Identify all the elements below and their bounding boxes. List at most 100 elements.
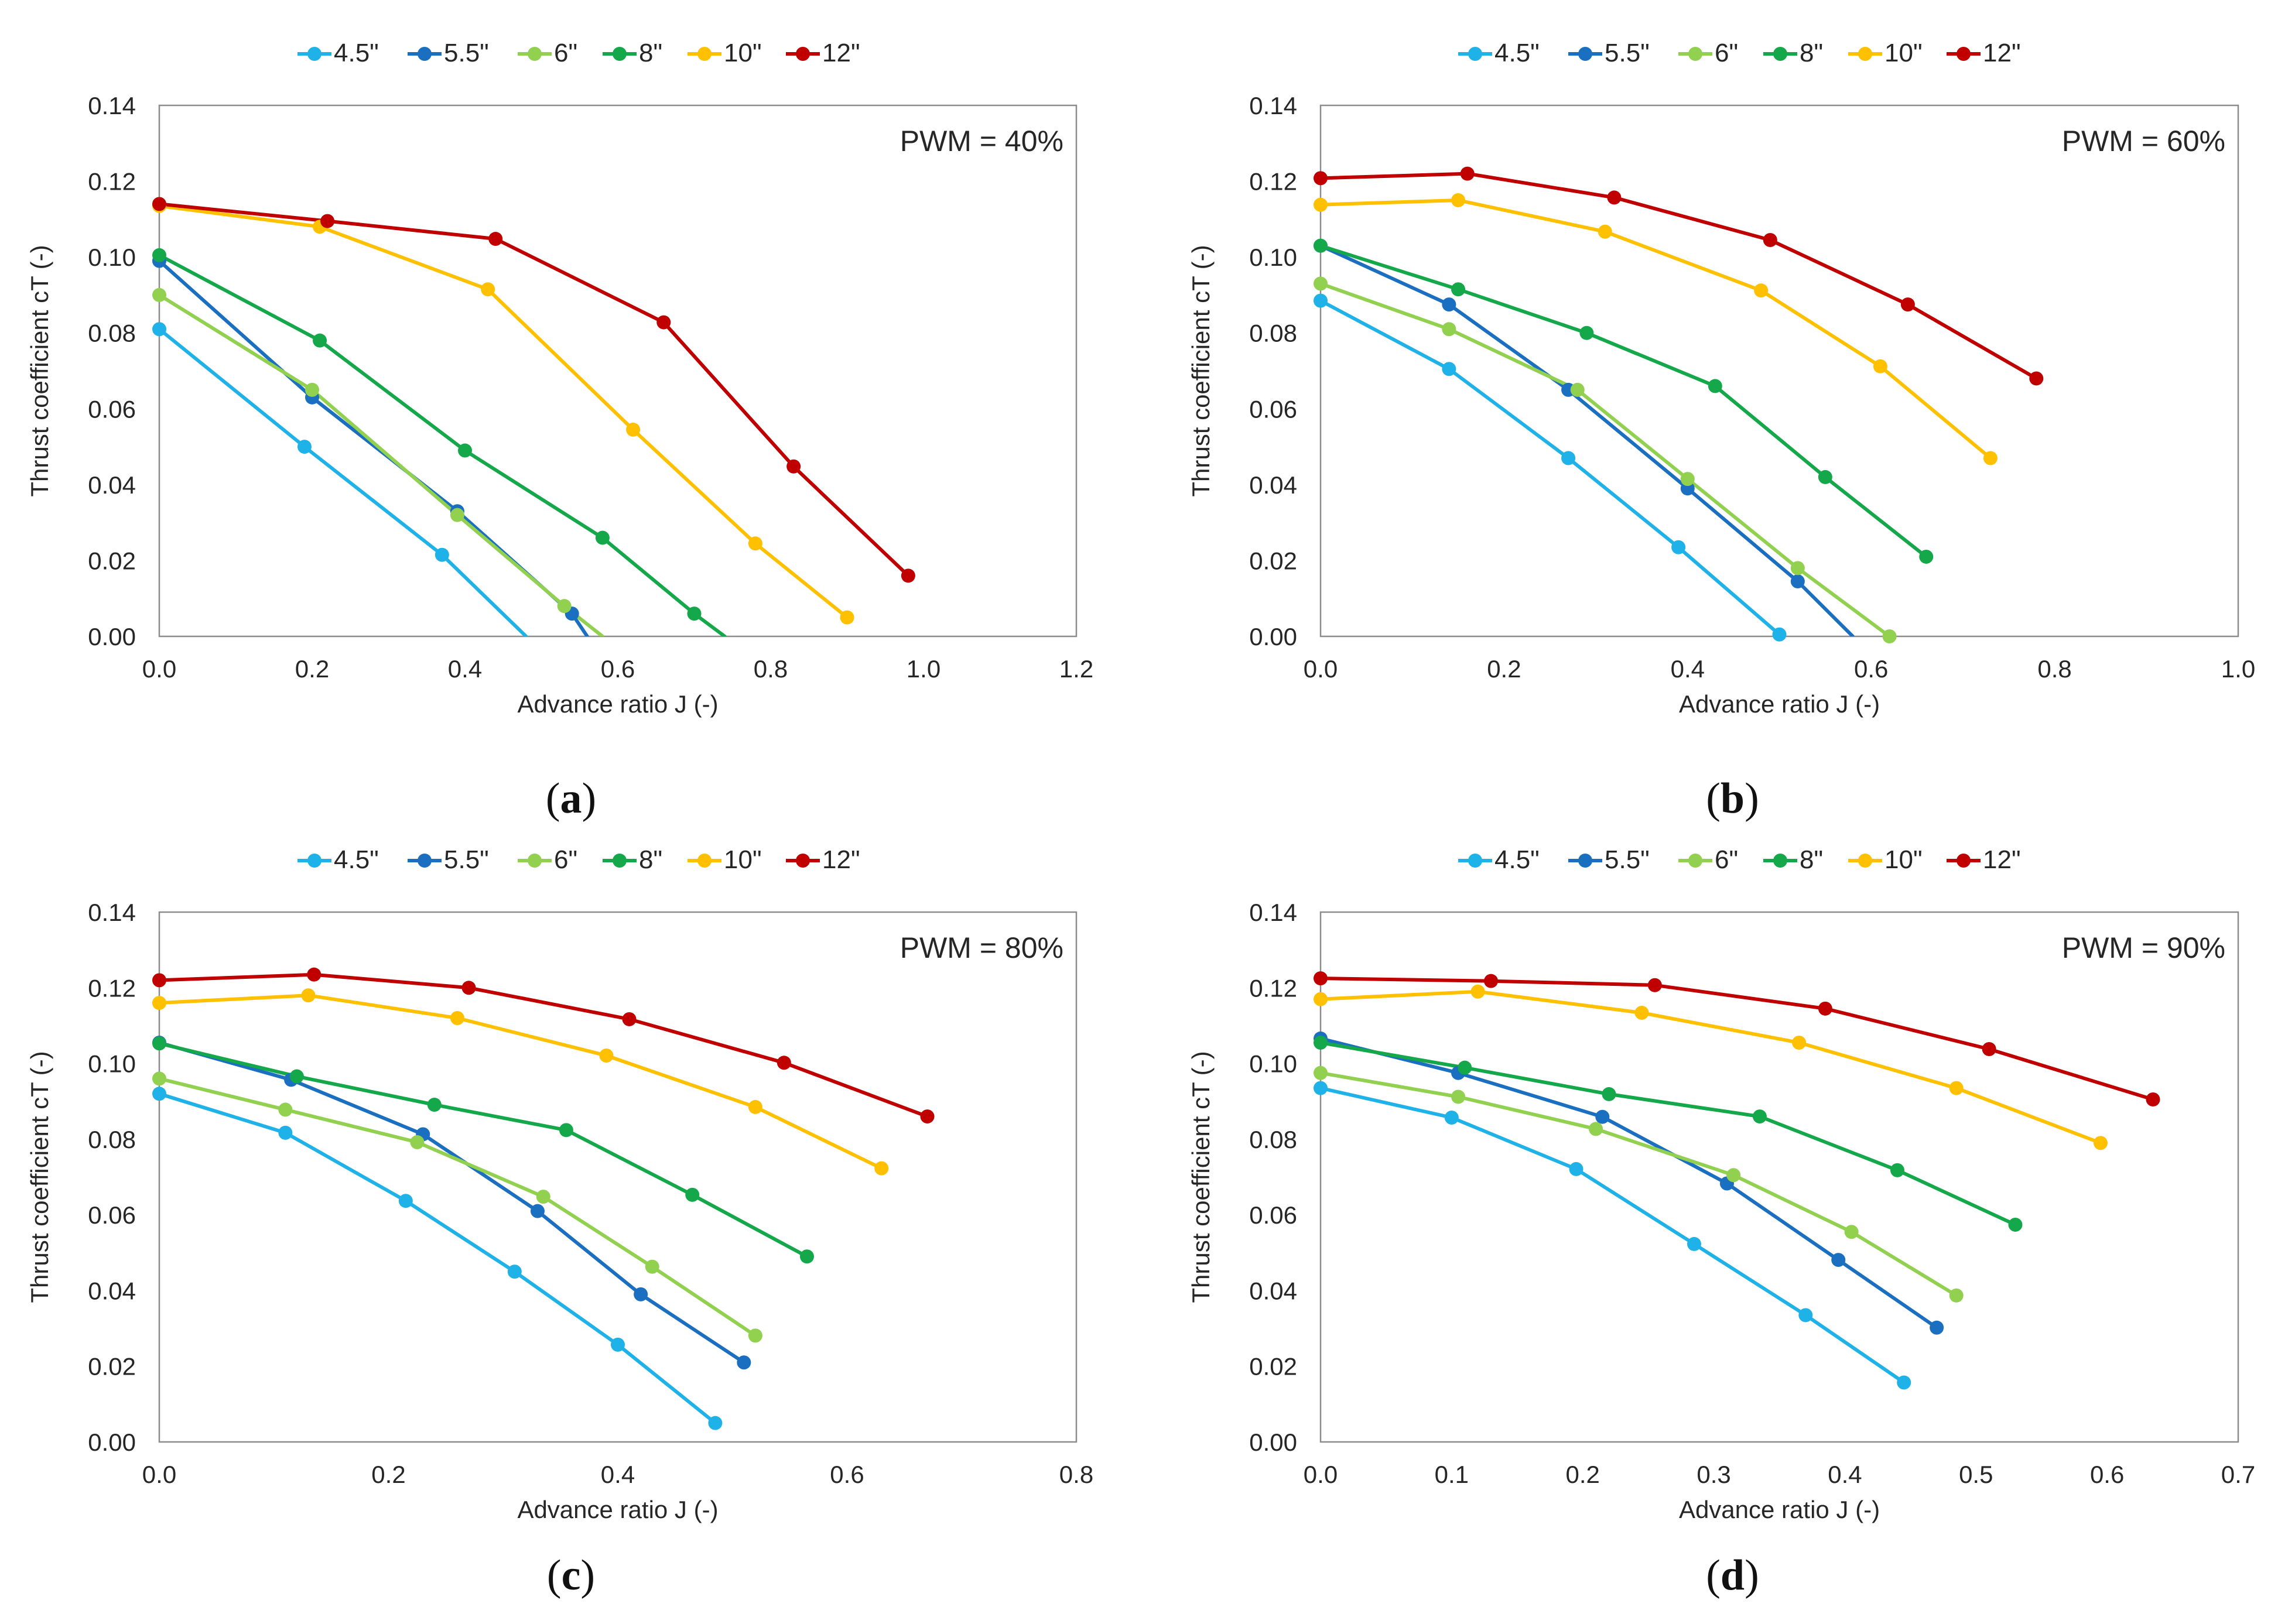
legend-item-4-5in: 4.5" <box>297 39 379 67</box>
x-tick-label: 0.4 <box>1671 655 1705 683</box>
data-point-8in <box>1579 326 1594 340</box>
data-point-8in <box>1919 549 1934 564</box>
x-tick-label: 0.4 <box>448 655 482 683</box>
data-point-12in <box>901 568 915 583</box>
y-axis-title: Thrust coefficient cT (-) <box>26 245 53 496</box>
x-tick-label: 0.6 <box>2090 1461 2124 1488</box>
series-line-10in <box>159 204 849 619</box>
y-tick-label: 0.14 <box>88 92 136 119</box>
data-point-6in <box>1451 1089 1466 1104</box>
data-point-6in <box>410 1135 425 1150</box>
legend-label: 8" <box>639 39 662 67</box>
legend-item-8in: 8" <box>603 39 662 67</box>
data-point-6in <box>536 1190 550 1204</box>
data-point-12in <box>320 214 335 228</box>
data-point-8in <box>289 1069 304 1084</box>
x-tick-label: 0.6 <box>1854 655 1888 683</box>
data-point-6in <box>1790 561 1805 575</box>
data-point-10in <box>874 1161 889 1176</box>
x-axis-title: Advance ratio J (-) <box>517 690 718 718</box>
y-tick-label: 0.00 <box>88 623 136 650</box>
data-point-6in <box>1726 1168 1741 1183</box>
series-line-8in <box>159 1041 809 1259</box>
legend-swatch-marker <box>1858 47 1872 61</box>
x-tick-label: 0.7 <box>2221 1461 2255 1488</box>
data-point-6in <box>450 508 464 522</box>
data-point-10in <box>1634 1005 1649 1020</box>
data-point-10in <box>1451 193 1466 207</box>
x-tick-label: 0.0 <box>1304 1461 1338 1488</box>
series-line-6in <box>1321 282 1892 636</box>
y-tick-label: 0.10 <box>1249 1050 1297 1078</box>
legend-swatch-marker <box>1468 47 1482 61</box>
legend-swatch-marker <box>1688 854 1702 868</box>
x-axis-title: Advance ratio J (-) <box>1679 690 1880 718</box>
legend-swatch-marker <box>418 47 432 61</box>
data-point-6in <box>1949 1288 1964 1303</box>
data-point-12in <box>656 315 671 330</box>
y-tick-label: 0.08 <box>88 320 136 347</box>
data-point-8in <box>1890 1163 1904 1177</box>
data-point-4-5in <box>152 322 166 337</box>
data-point-8in <box>152 248 166 262</box>
y-tick-label: 0.04 <box>1249 1277 1297 1304</box>
legend-swatch-marker <box>796 854 810 868</box>
panel-caption: (d) <box>1706 1551 1759 1599</box>
legend-label: 10" <box>724 39 762 67</box>
y-tick-label: 0.06 <box>88 1201 136 1229</box>
data-point-8in <box>1602 1087 1616 1101</box>
data-point-6in <box>305 382 319 397</box>
legend-item-12in: 12" <box>1947 39 2021 67</box>
data-point-10in <box>748 1099 762 1114</box>
data-point-12in <box>152 197 166 211</box>
legend-item-6in: 6" <box>518 39 577 67</box>
y-tick-label: 0.06 <box>1249 395 1297 423</box>
chart-panel-a: 0.00 0.02 0.04 0.06 0.08 0.10 0.12 0.14 0.0 0.2 0.… <box>26 39 1093 823</box>
data-point-10in <box>481 282 495 297</box>
y-tick-label: 0.00 <box>88 1428 136 1456</box>
data-point-4-5in <box>297 440 312 454</box>
legend-swatch-marker <box>307 854 322 868</box>
legend-label: 5.5" <box>1605 845 1650 874</box>
plot-area <box>1321 977 2155 1385</box>
data-point-6in <box>557 599 572 614</box>
data-point-6in <box>152 1071 166 1086</box>
legend-item-10in: 10" <box>1848 845 1923 874</box>
series-line-12in <box>159 972 929 1119</box>
data-point-4-5in <box>1798 1308 1813 1323</box>
data-point-8in <box>1314 238 1328 253</box>
y-tick-label: 0.10 <box>1249 244 1297 271</box>
data-point-5-5in <box>1595 1109 1610 1124</box>
y-tick-label: 0.02 <box>1249 547 1297 574</box>
legend-item-4-5in: 4.5" <box>1458 39 1540 67</box>
y-tick-label: 0.14 <box>1249 899 1297 926</box>
data-point-10in <box>152 996 166 1010</box>
y-axis-title: Thrust coefficient cT (-) <box>26 1051 53 1303</box>
data-point-8in <box>595 530 610 545</box>
data-point-4-5in <box>1772 627 1787 642</box>
data-point-12in <box>1763 232 1777 247</box>
data-point-4-5in <box>278 1125 293 1140</box>
legend-label: 10" <box>1884 39 1923 67</box>
data-point-12in <box>152 973 166 988</box>
data-point-10in <box>1470 984 1485 999</box>
data-point-8in <box>1708 379 1722 393</box>
data-point-12in <box>1460 166 1475 181</box>
legend-label: 4.5" <box>1494 845 1540 874</box>
data-point-10in <box>1873 359 1887 374</box>
x-tick-label: 1.0 <box>907 655 940 683</box>
data-point-12in <box>1900 297 1915 312</box>
x-tick-label: 0.2 <box>371 1461 405 1488</box>
legend-swatch-marker <box>1957 47 1971 61</box>
x-tick-label: 0.3 <box>1697 1461 1730 1488</box>
x-axis-title: Advance ratio J (-) <box>517 1496 718 1523</box>
legend-item-6in: 6" <box>518 845 577 874</box>
data-point-10in <box>301 988 316 1003</box>
legend-label: 10" <box>724 845 762 874</box>
legend-swatch-marker <box>1773 47 1787 61</box>
y-tick-label: 0.10 <box>88 1050 136 1078</box>
chart-panel-b: 0.00 0.02 0.04 0.06 0.08 0.10 0.12 0.14 0.0 0.2 0.… <box>1187 39 2255 823</box>
data-point-10in <box>1314 197 1328 212</box>
legend-label: 8" <box>1800 39 1823 67</box>
